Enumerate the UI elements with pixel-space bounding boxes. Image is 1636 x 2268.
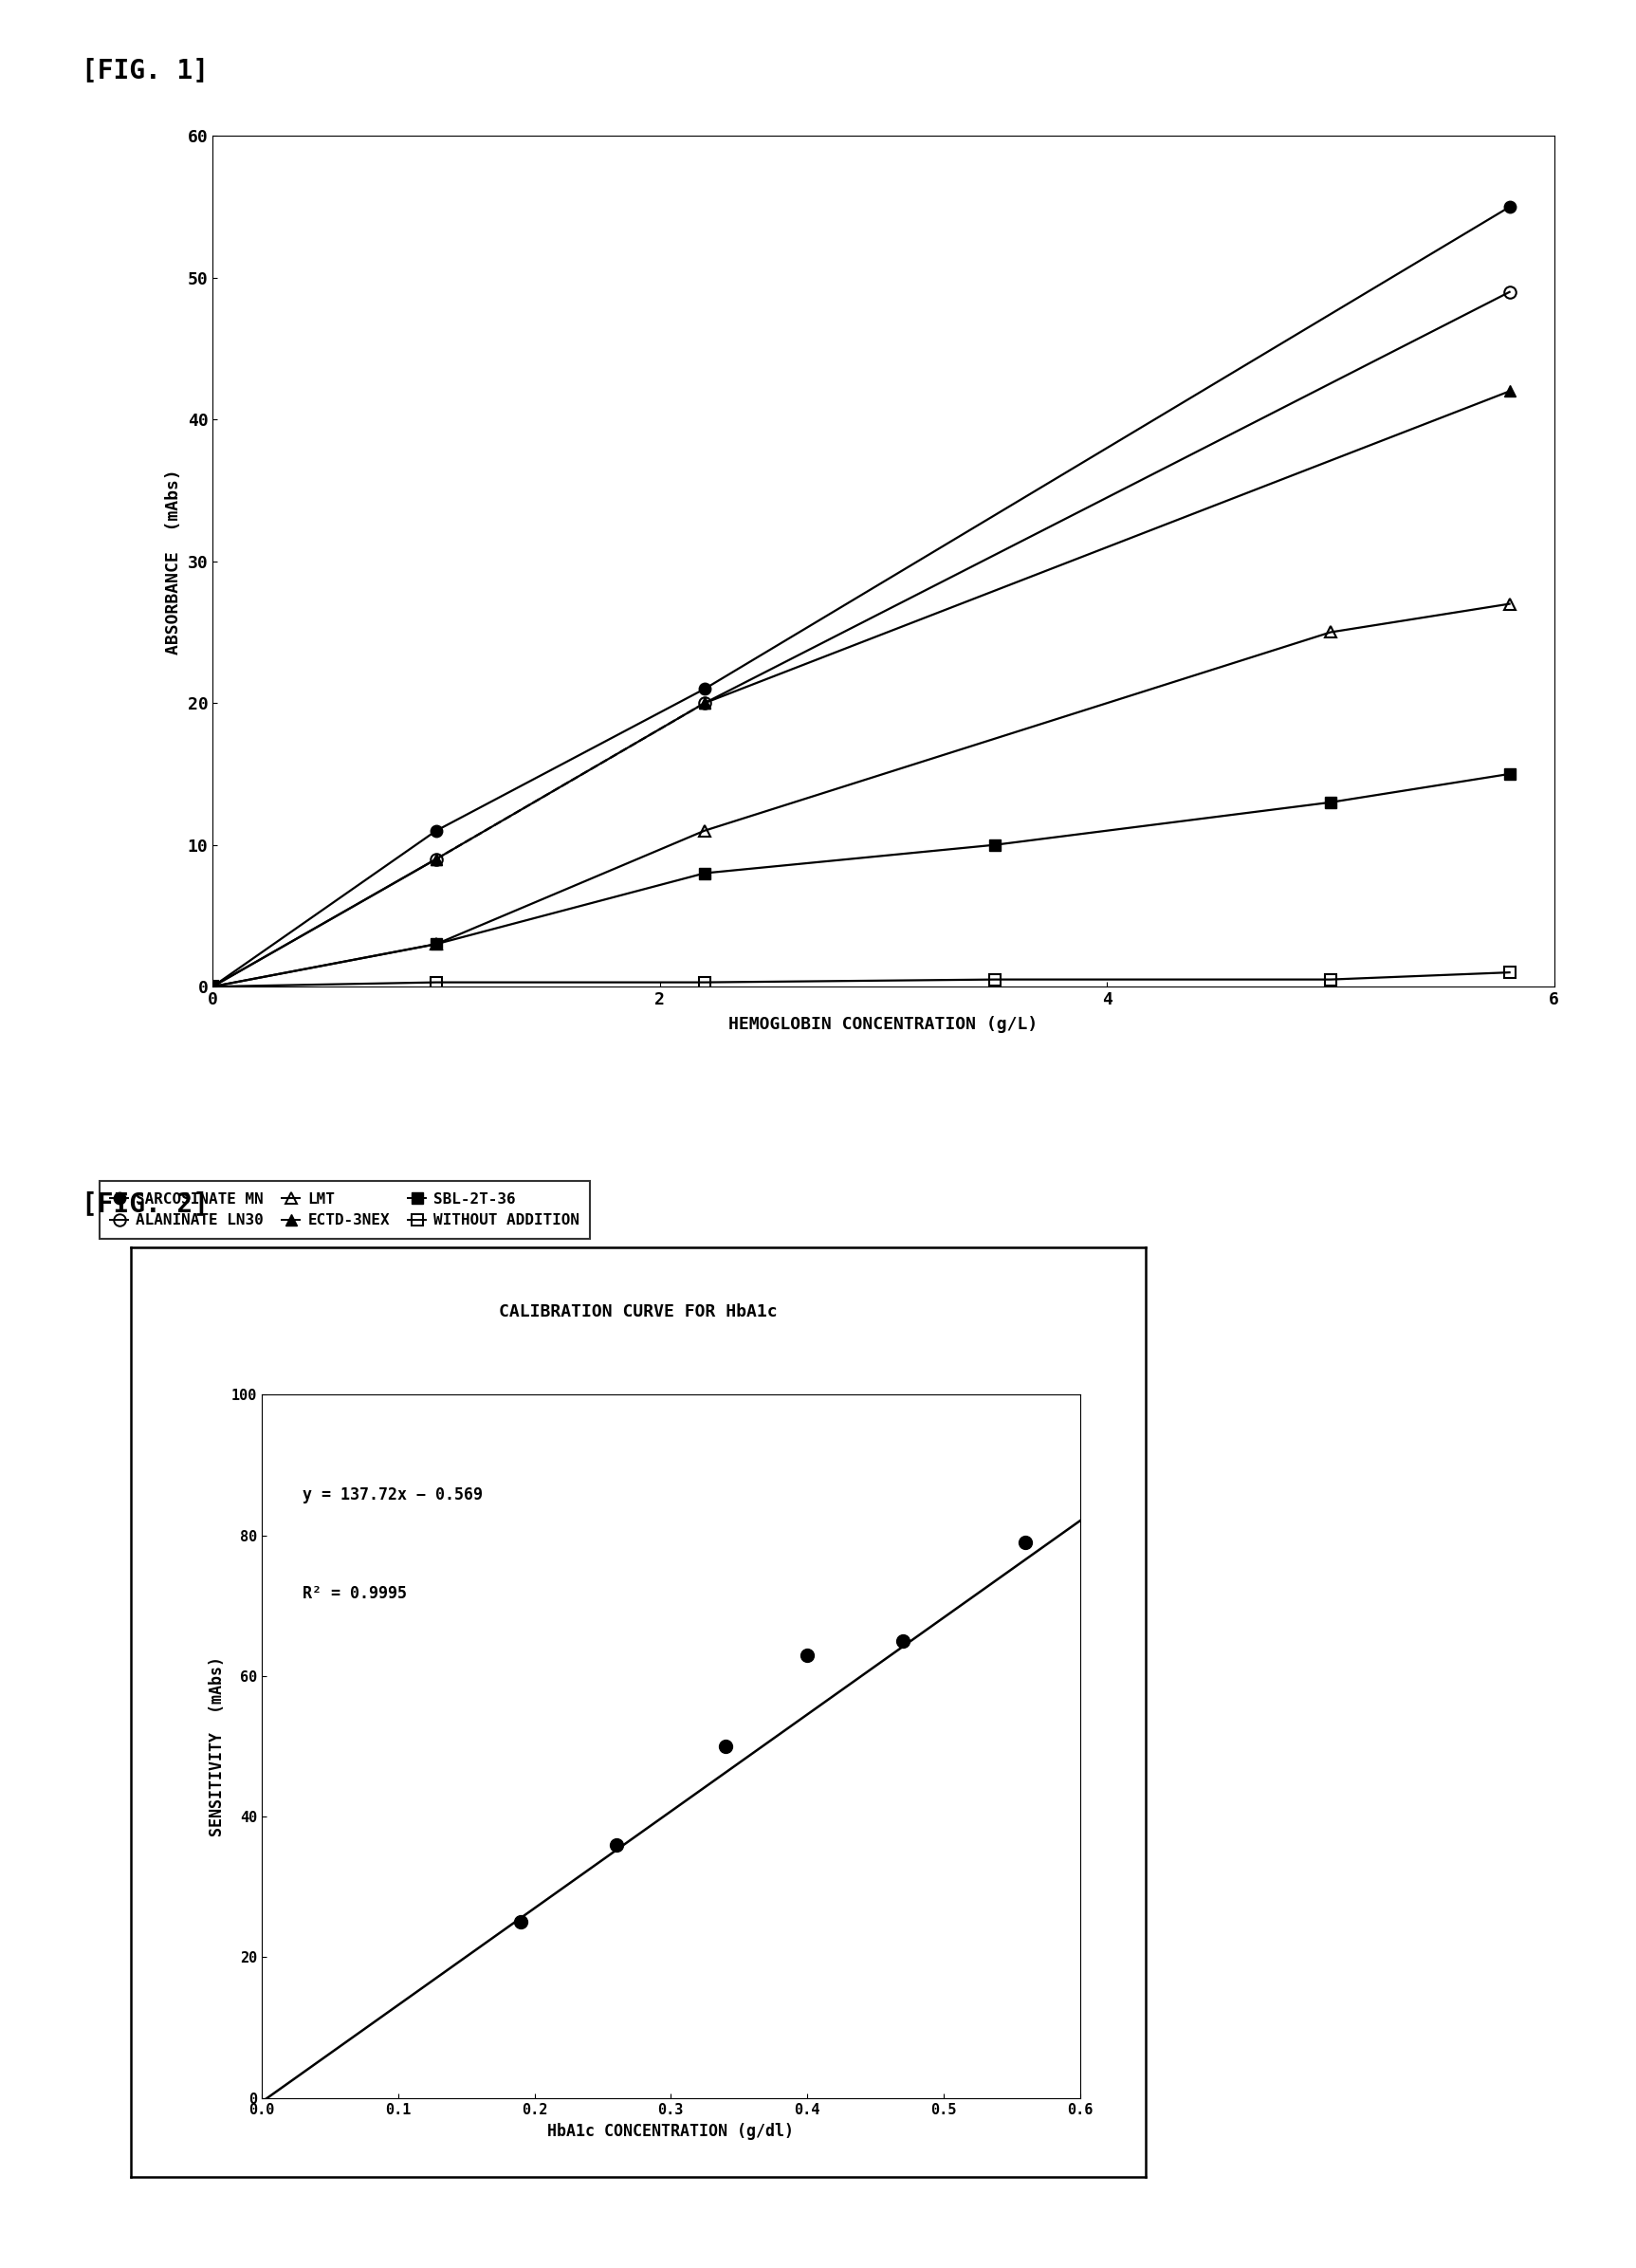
ALANINATE LN30 [1500, 279, 1520, 306]
SBL-2T-36 [427, 930, 447, 957]
Line: SARCOSINATE MN: SARCOSINATE MN [206, 202, 1515, 993]
X-axis label: HbA1c CONCENTRATION (g/dl): HbA1c CONCENTRATION (g/dl) [548, 2123, 793, 2141]
LMT [427, 930, 447, 957]
Line: SBL-2T-36: SBL-2T-36 [206, 769, 1515, 993]
Text: [FIG. 1]: [FIG. 1] [82, 57, 209, 84]
LMT [695, 816, 715, 844]
ALANINATE LN30 [695, 689, 715, 717]
SBL-2T-36 [695, 860, 715, 887]
LMT [1500, 590, 1520, 617]
Y-axis label: SENSITIVITY  (mAbs): SENSITIVITY (mAbs) [209, 1656, 226, 1837]
SARCOSINATE MN [427, 816, 447, 844]
WITHOUT ADDITION [985, 966, 1005, 993]
WITHOUT ADDITION [1320, 966, 1340, 993]
Y-axis label: ABSORBANCE  (mAbs): ABSORBANCE (mAbs) [165, 469, 182, 653]
Line: ECTD-3NEX: ECTD-3NEX [699, 386, 1515, 710]
LMT [1320, 619, 1340, 646]
Text: CALIBRATION CURVE FOR HbA1c: CALIBRATION CURVE FOR HbA1c [499, 1304, 777, 1320]
WITHOUT ADDITION [203, 973, 222, 1000]
Line: WITHOUT ADDITION: WITHOUT ADDITION [206, 966, 1515, 993]
ECTD-3NEX [695, 689, 715, 717]
Text: y = 137.72x − 0.569: y = 137.72x − 0.569 [303, 1486, 483, 1504]
Text: [FIG. 2]: [FIG. 2] [82, 1191, 209, 1218]
SBL-2T-36 [1500, 760, 1520, 787]
SBL-2T-36 [203, 973, 222, 1000]
ECTD-3NEX [1500, 379, 1520, 406]
WITHOUT ADDITION [1500, 959, 1520, 987]
Legend: SARCOSINATE MN, ALANINATE LN30, LMT, ECTD-3NEX, SBL-2T-36, WITHOUT ADDITION: SARCOSINATE MN, ALANINATE LN30, LMT, ECT… [100, 1182, 591, 1238]
Line: LMT: LMT [206, 599, 1515, 993]
ALANINATE LN30 [427, 846, 447, 873]
Line: ALANINATE LN30: ALANINATE LN30 [206, 286, 1515, 993]
ALANINATE LN30 [203, 973, 222, 1000]
X-axis label: HEMOGLOBIN CONCENTRATION (g/L): HEMOGLOBIN CONCENTRATION (g/L) [728, 1016, 1039, 1034]
SARCOSINATE MN [203, 973, 222, 1000]
WITHOUT ADDITION [427, 968, 447, 996]
Text: R² = 0.9995: R² = 0.9995 [303, 1585, 407, 1601]
SBL-2T-36 [985, 832, 1005, 860]
SBL-2T-36 [1320, 789, 1340, 816]
WITHOUT ADDITION [695, 968, 715, 996]
SARCOSINATE MN [695, 676, 715, 703]
SARCOSINATE MN [1500, 193, 1520, 220]
LMT [203, 973, 222, 1000]
